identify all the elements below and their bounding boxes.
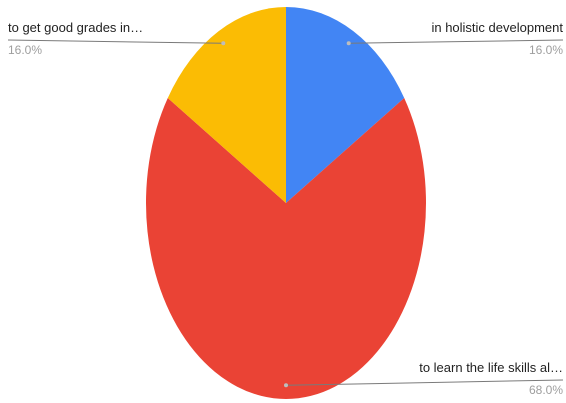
- slice-label-life-skills: to learn the life skills al…: [419, 360, 563, 375]
- leader-lines: [7, 39, 564, 388]
- slice-percent-good-grades: 16.0%: [8, 43, 42, 57]
- pie-slice-holistic-development: [286, 7, 405, 203]
- pie-slices: [146, 7, 426, 399]
- leader-line-holistic-development: [348, 39, 564, 44]
- slice-label-good-grades: to get good grades in…: [8, 20, 143, 35]
- leader-line-good-grades: [7, 39, 224, 44]
- pie-slice-good-grades: [167, 7, 286, 203]
- leader-dot-life-skills: [284, 383, 288, 388]
- slice-percent-life-skills: 68.0%: [529, 383, 563, 397]
- slice-percent-holistic-development: 16.0%: [529, 43, 563, 57]
- leader-dot-holistic-development: [346, 41, 351, 46]
- leader-dot-good-grades: [221, 41, 226, 46]
- slice-label-holistic-development: in holistic development: [431, 20, 563, 35]
- leader-line-life-skills: [285, 379, 564, 386]
- pie-slice-life-skills: [146, 97, 426, 399]
